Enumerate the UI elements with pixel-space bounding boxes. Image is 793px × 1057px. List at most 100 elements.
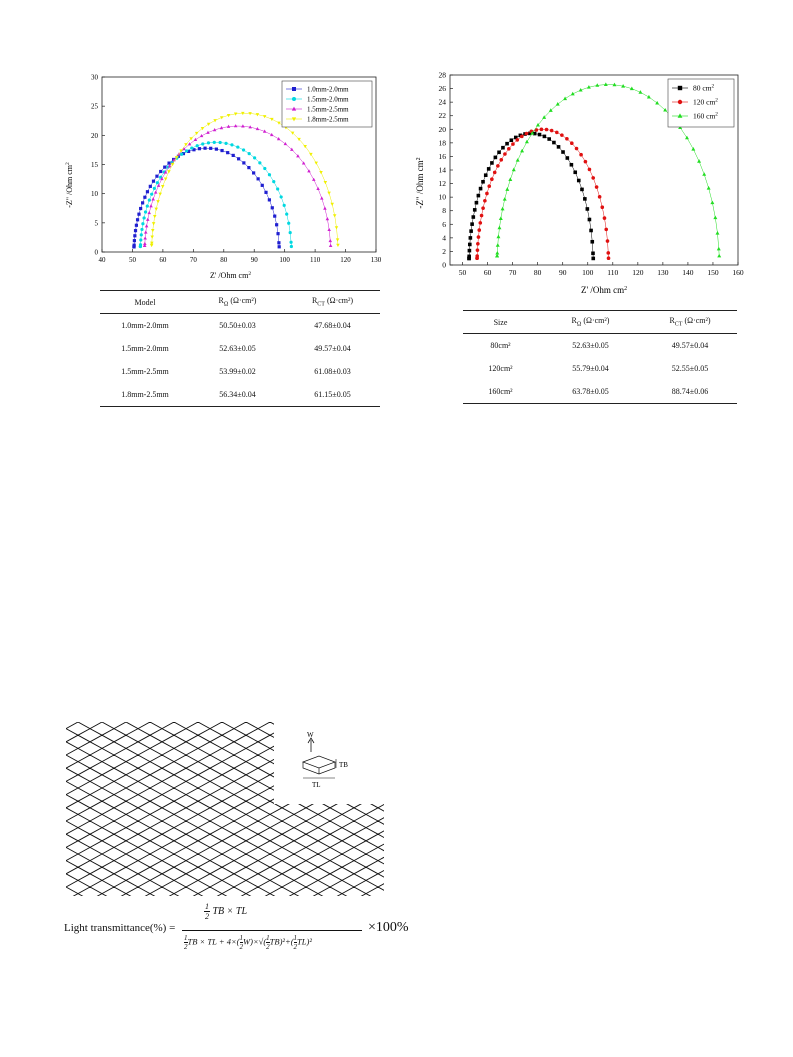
legend-label: 1.5mm-2.0mm	[307, 96, 349, 104]
data-point	[524, 131, 529, 136]
data-point	[476, 193, 481, 198]
x-tick-label: 60	[159, 256, 167, 264]
data-point	[163, 177, 168, 181]
data-point	[182, 147, 186, 151]
data-point	[285, 212, 289, 216]
data-point	[301, 161, 306, 165]
data-point	[481, 179, 485, 184]
data-point	[612, 82, 617, 87]
data-point	[144, 224, 149, 228]
data-point	[468, 236, 473, 240]
data-point	[532, 131, 537, 136]
data-point	[500, 206, 505, 211]
x-tick-label: 80	[220, 256, 228, 264]
data-point	[260, 183, 264, 187]
data-point	[717, 253, 722, 258]
data-point	[713, 215, 718, 220]
table1-header-r-ohm: RΩ (Ω·cm²)	[190, 290, 285, 314]
data-point	[147, 198, 151, 202]
data-point	[496, 234, 501, 239]
data-point	[145, 217, 150, 221]
data-point	[555, 102, 560, 106]
data-point	[569, 141, 574, 146]
data-point	[602, 216, 607, 220]
data-point	[153, 214, 157, 219]
data-point	[505, 187, 510, 191]
formula-lhs: Light transmittance(%) =	[64, 922, 176, 934]
data-point	[509, 138, 514, 143]
data-point	[241, 111, 245, 116]
data-point	[497, 225, 502, 230]
data-point	[474, 200, 479, 205]
data-point	[264, 190, 268, 194]
x-tick-label: 130	[657, 268, 669, 277]
data-point	[190, 146, 194, 150]
data-point	[576, 178, 581, 183]
data-point	[209, 146, 213, 150]
data-point	[151, 222, 156, 226]
data-point	[534, 128, 539, 132]
data-point	[663, 107, 668, 112]
data-point	[163, 165, 167, 169]
table-row: 1.0mm-2.0mm 50.50±0.03 47.68±0.04	[121, 321, 351, 330]
y-tick-label: 30	[91, 74, 99, 82]
data-point	[595, 83, 600, 87]
data-point	[147, 210, 151, 215]
data-point	[247, 151, 251, 156]
data-point	[490, 161, 494, 165]
x-tick-label: 80	[534, 268, 542, 277]
table2-header-r-ct: RCT (Ω·cm²)	[643, 310, 737, 334]
data-point	[150, 192, 154, 196]
data-point	[163, 170, 168, 174]
data-point	[467, 248, 472, 253]
data-point	[328, 243, 333, 247]
y-tick-label: 28	[439, 71, 447, 80]
y-tick-label: 20	[91, 132, 99, 140]
data-point	[276, 137, 281, 141]
data-point	[497, 150, 501, 155]
chart1-x-axis: 40 50 60 70 80 90 100 110 120 130	[99, 249, 382, 264]
data-point	[597, 195, 602, 199]
data-point	[702, 172, 707, 176]
data-point	[710, 200, 715, 205]
data-point	[475, 248, 480, 252]
data-point	[290, 147, 294, 151]
data-point	[580, 187, 584, 192]
data-point	[255, 126, 260, 131]
data-point	[312, 177, 316, 181]
data-point	[155, 181, 159, 185]
resistance-table-model: Model RΩ (Ω·cm²) RCT (Ω·cm²) 1.0mm-2.0mm…	[100, 290, 380, 407]
series-80-cm	[467, 131, 596, 261]
data-point	[323, 206, 327, 210]
data-point	[638, 90, 643, 94]
table-row: 1.5mm-2.5mm 53.99±0.02 61.08±0.03	[121, 367, 351, 376]
x-tick-label: 120	[632, 268, 644, 277]
data-point	[561, 150, 565, 154]
table1-header-r-ct: RCT (Ω·cm²)	[285, 290, 380, 314]
data-point	[283, 141, 288, 146]
data-point	[160, 176, 164, 181]
data-point	[573, 170, 578, 175]
data-point	[478, 221, 483, 225]
x-tick-label: 100	[279, 256, 290, 264]
data-point	[181, 151, 186, 156]
x-tick-label: 70	[190, 256, 198, 264]
data-point	[142, 243, 147, 247]
legend-label: 160 cm2	[693, 112, 718, 121]
data-point	[138, 243, 143, 247]
data-point	[515, 158, 520, 162]
x-tick-label: 90	[251, 256, 259, 264]
table-row: 1.5mm-2.0mm 52.63±0.05 49.57±0.04	[121, 344, 351, 353]
data-point	[323, 181, 328, 185]
data-point	[289, 240, 293, 244]
y-tick-label: 24	[439, 98, 447, 107]
chart2-xlabel: Z' /Ohm cm2	[581, 285, 627, 295]
data-point	[606, 251, 611, 255]
data-point	[327, 191, 331, 195]
data-point	[542, 134, 547, 139]
data-point	[187, 149, 191, 153]
data-point	[715, 230, 720, 235]
legend-label: 1.0mm-2.0mm	[307, 86, 349, 94]
data-point	[233, 124, 238, 128]
